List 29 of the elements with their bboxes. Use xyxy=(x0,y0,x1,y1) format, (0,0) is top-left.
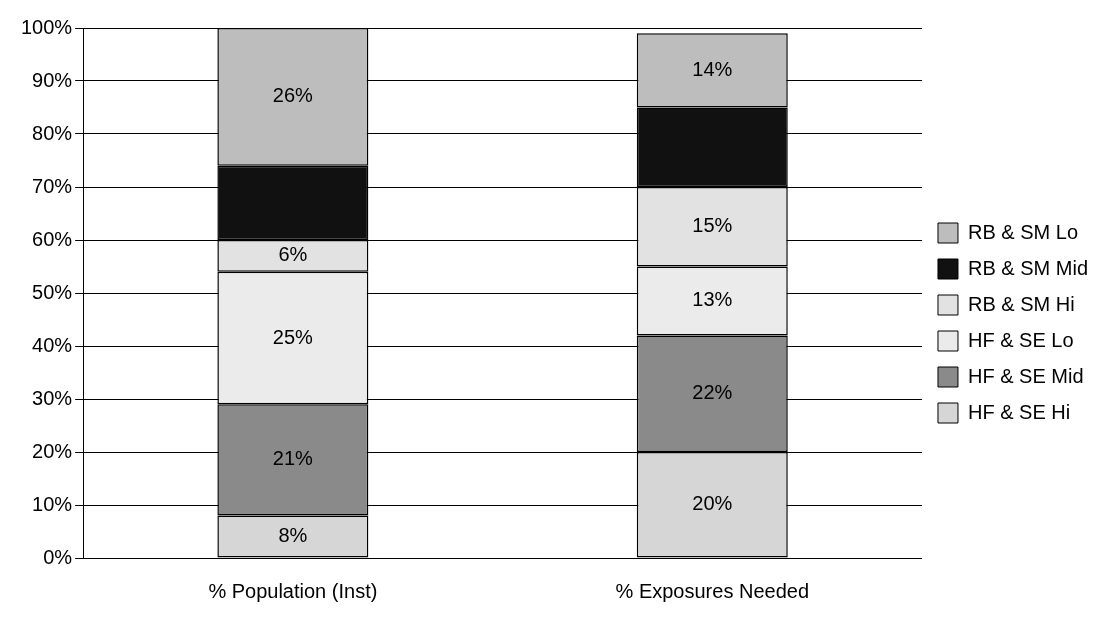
y-tick-label: 40% xyxy=(32,333,73,356)
y-tick-label: 70% xyxy=(32,174,73,197)
data-label: 13% xyxy=(692,288,733,311)
y-tick-label: 50% xyxy=(32,280,73,303)
data-label: 20% xyxy=(692,492,733,515)
data-label: 6% xyxy=(278,243,308,266)
y-tick-label: 80% xyxy=(32,121,73,144)
legend-label: HF & SE Lo xyxy=(967,328,1074,351)
y-tick-label: 30% xyxy=(32,386,73,409)
y-tick-label: 0% xyxy=(43,545,73,568)
data-label: 22% xyxy=(692,381,733,404)
data-label: 14% xyxy=(692,57,733,80)
legend-label: RB & SM Hi xyxy=(967,292,1075,315)
data-label: 15% xyxy=(692,214,733,237)
x-tick-label: % Population (Inst) xyxy=(208,579,378,602)
data-label: 26% xyxy=(272,84,314,107)
legend-label: RB & SM Mid xyxy=(967,256,1089,279)
y-tick-label: 60% xyxy=(32,227,73,250)
y-tick-label: 100% xyxy=(21,15,73,38)
data-label: 21% xyxy=(272,447,314,470)
legend-label: HF & SE Hi xyxy=(967,400,1071,423)
legend-label: HF & SE Mid xyxy=(967,364,1084,387)
y-tick-label: 10% xyxy=(32,492,73,515)
y-tick-label: 90% xyxy=(32,68,73,91)
data-label: 8% xyxy=(278,524,308,547)
data-label: 25% xyxy=(272,325,314,348)
y-tick-label: 20% xyxy=(32,439,73,462)
legend-label: RB & SM Lo xyxy=(967,220,1079,243)
x-tick-label: % Exposures Needed xyxy=(615,579,809,602)
